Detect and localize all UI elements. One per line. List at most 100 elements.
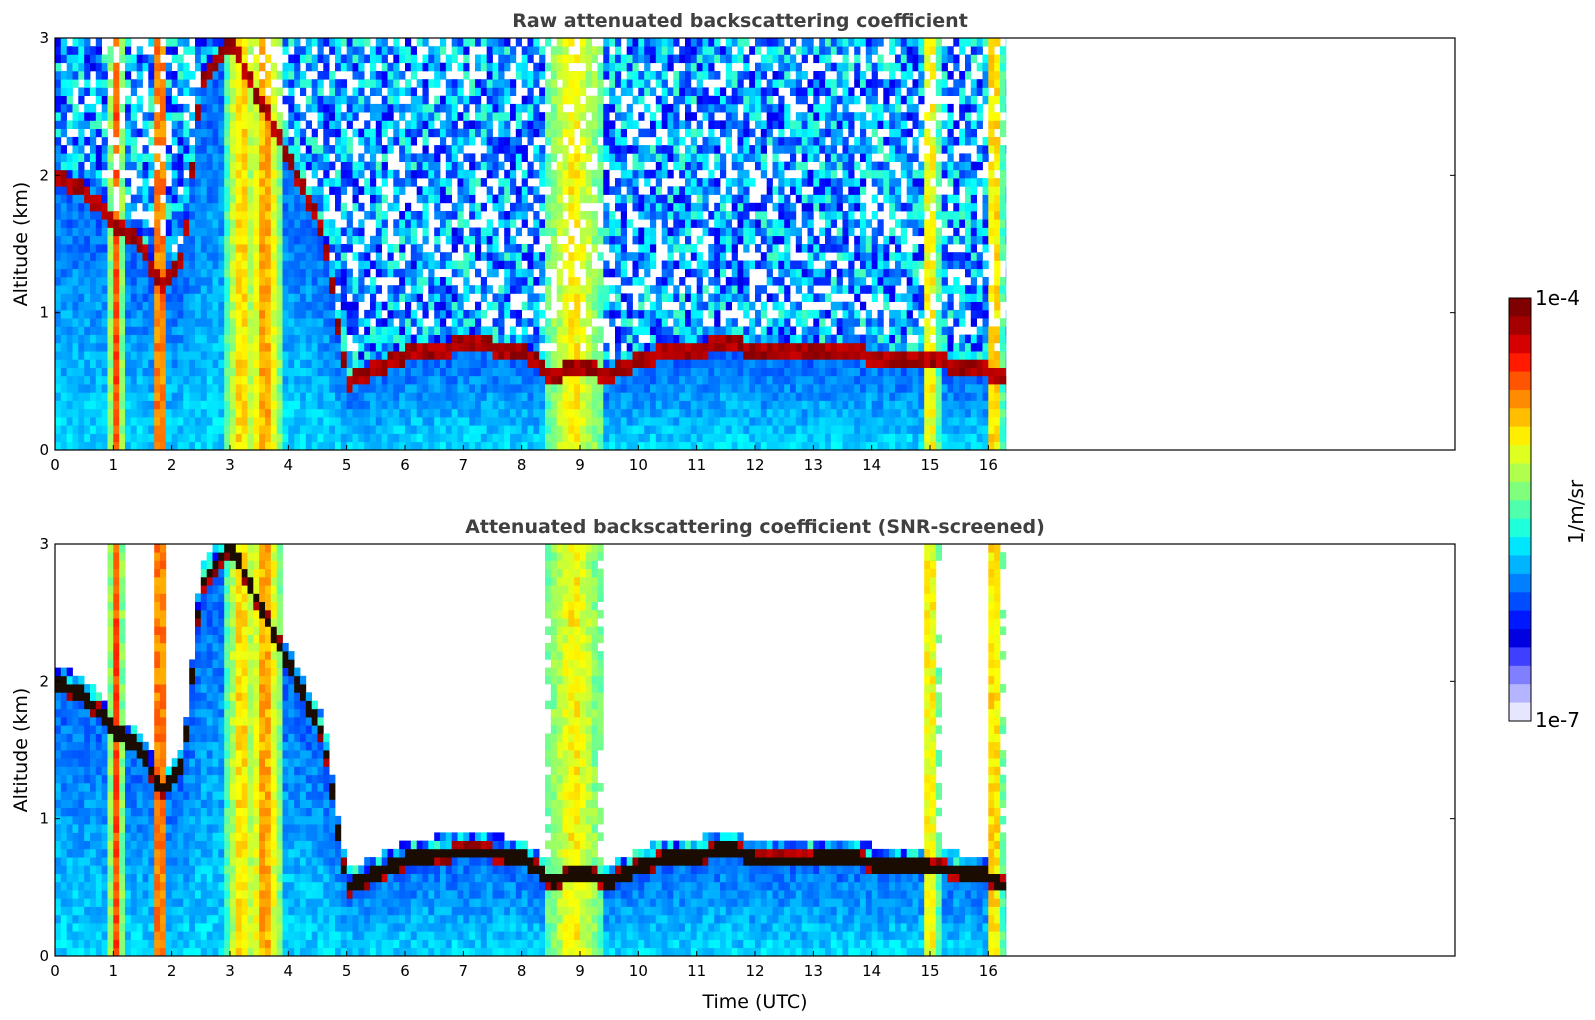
- heat-cell: [95, 351, 102, 360]
- heat-cell: [95, 425, 102, 434]
- heat-cell: [591, 211, 598, 220]
- heat-cell: [340, 384, 347, 393]
- heat-cell: [177, 326, 184, 335]
- heat-cell: [696, 178, 703, 187]
- heat-cell: [708, 178, 715, 187]
- heat-cell: [620, 244, 627, 253]
- heat-cell: [171, 103, 178, 113]
- heat-cell: [200, 309, 207, 319]
- heat-cell: [550, 227, 557, 237]
- heat-cell: [171, 367, 178, 377]
- heat-cell: [492, 400, 499, 410]
- heat-cell: [148, 235, 155, 245]
- heat-cell: [574, 326, 581, 335]
- heat-cell: [329, 145, 336, 154]
- heat-cell: [550, 79, 557, 88]
- heat-cell: [195, 211, 202, 220]
- heat-cell: [142, 268, 149, 278]
- heat-cell: [66, 342, 73, 352]
- heat-cell: [679, 309, 686, 319]
- heat-cell: [580, 408, 587, 418]
- heat-cell: [288, 71, 295, 80]
- heat-cell: [574, 342, 581, 352]
- heat-cell: [113, 318, 120, 327]
- heat-cell: [60, 334, 67, 344]
- heat-cell: [661, 342, 668, 352]
- heat-cell: [492, 79, 499, 88]
- heat-cell: [550, 334, 557, 344]
- heat-cell: [259, 384, 266, 393]
- heat-cell: [644, 326, 651, 335]
- heat-cell: [340, 260, 347, 270]
- heat-cell: [346, 219, 353, 228]
- heat-cell: [72, 260, 79, 270]
- heat-cell: [177, 359, 184, 368]
- heat-cell: [714, 293, 721, 302]
- heat-cell: [247, 285, 254, 294]
- heat-cell: [136, 268, 143, 278]
- heat-cell: [90, 235, 97, 245]
- heat-cell: [282, 384, 289, 393]
- heat-cell: [288, 103, 295, 113]
- heat-cell: [562, 326, 569, 335]
- heat-cell: [381, 384, 388, 393]
- heat-cell: [66, 417, 73, 426]
- heat-cell: [463, 359, 470, 368]
- heat-cell: [235, 235, 242, 245]
- heat-cell: [685, 359, 692, 368]
- heat-cell: [650, 285, 657, 294]
- heat-cell: [183, 342, 190, 352]
- heat-cell: [200, 54, 207, 64]
- heat-cell: [475, 408, 482, 418]
- heat-cell: [685, 227, 692, 237]
- heat-cell: [364, 95, 371, 105]
- heat-cell: [725, 244, 732, 253]
- heat-cell: [107, 293, 114, 302]
- heat-cell: [457, 375, 464, 385]
- heat-cell: [510, 186, 517, 195]
- heat-cell: [381, 359, 388, 368]
- heat-cell: [84, 318, 91, 327]
- heat-cell: [183, 227, 190, 237]
- heat-cell: [55, 136, 62, 146]
- heat-cell: [148, 433, 155, 443]
- heat-cell: [720, 408, 727, 418]
- heat-cell: [265, 433, 272, 443]
- heat-cell: [253, 342, 260, 352]
- heat-cell: [690, 268, 697, 278]
- heat-cell: [72, 425, 79, 434]
- heat-cell: [410, 408, 417, 418]
- heat-cell: [440, 194, 447, 204]
- heat-cell: [148, 425, 155, 434]
- heat-cell: [154, 285, 161, 294]
- heat-cell: [644, 194, 651, 204]
- heat-cell: [440, 384, 447, 393]
- heat-cell: [113, 260, 120, 270]
- heat-cell: [294, 153, 301, 162]
- heat-cell: [130, 260, 137, 270]
- heat-cell: [632, 359, 639, 368]
- heat-cell: [171, 433, 178, 443]
- heat-cell: [276, 425, 283, 434]
- heat-cell: [142, 161, 149, 171]
- heat-cell: [574, 219, 581, 228]
- heat-cell: [510, 252, 517, 261]
- heat-cell: [259, 351, 266, 360]
- heat-cell: [574, 103, 581, 113]
- heat-cell: [480, 62, 487, 72]
- heat-cell: [206, 309, 213, 319]
- heat-cell: [597, 351, 604, 360]
- heat-cell: [265, 375, 272, 385]
- heat-cell: [60, 400, 67, 410]
- heat-cell: [475, 318, 482, 327]
- heat-cell: [323, 293, 330, 302]
- heat-cell: [410, 351, 417, 360]
- heat-cell: [165, 326, 172, 335]
- heat-cell: [119, 375, 126, 385]
- heat-cell: [195, 318, 202, 327]
- heat-cell: [638, 194, 645, 204]
- heat-cell: [346, 301, 353, 311]
- heat-cell: [253, 351, 260, 360]
- heat-cell: [550, 178, 557, 187]
- heat-cell: [370, 145, 377, 154]
